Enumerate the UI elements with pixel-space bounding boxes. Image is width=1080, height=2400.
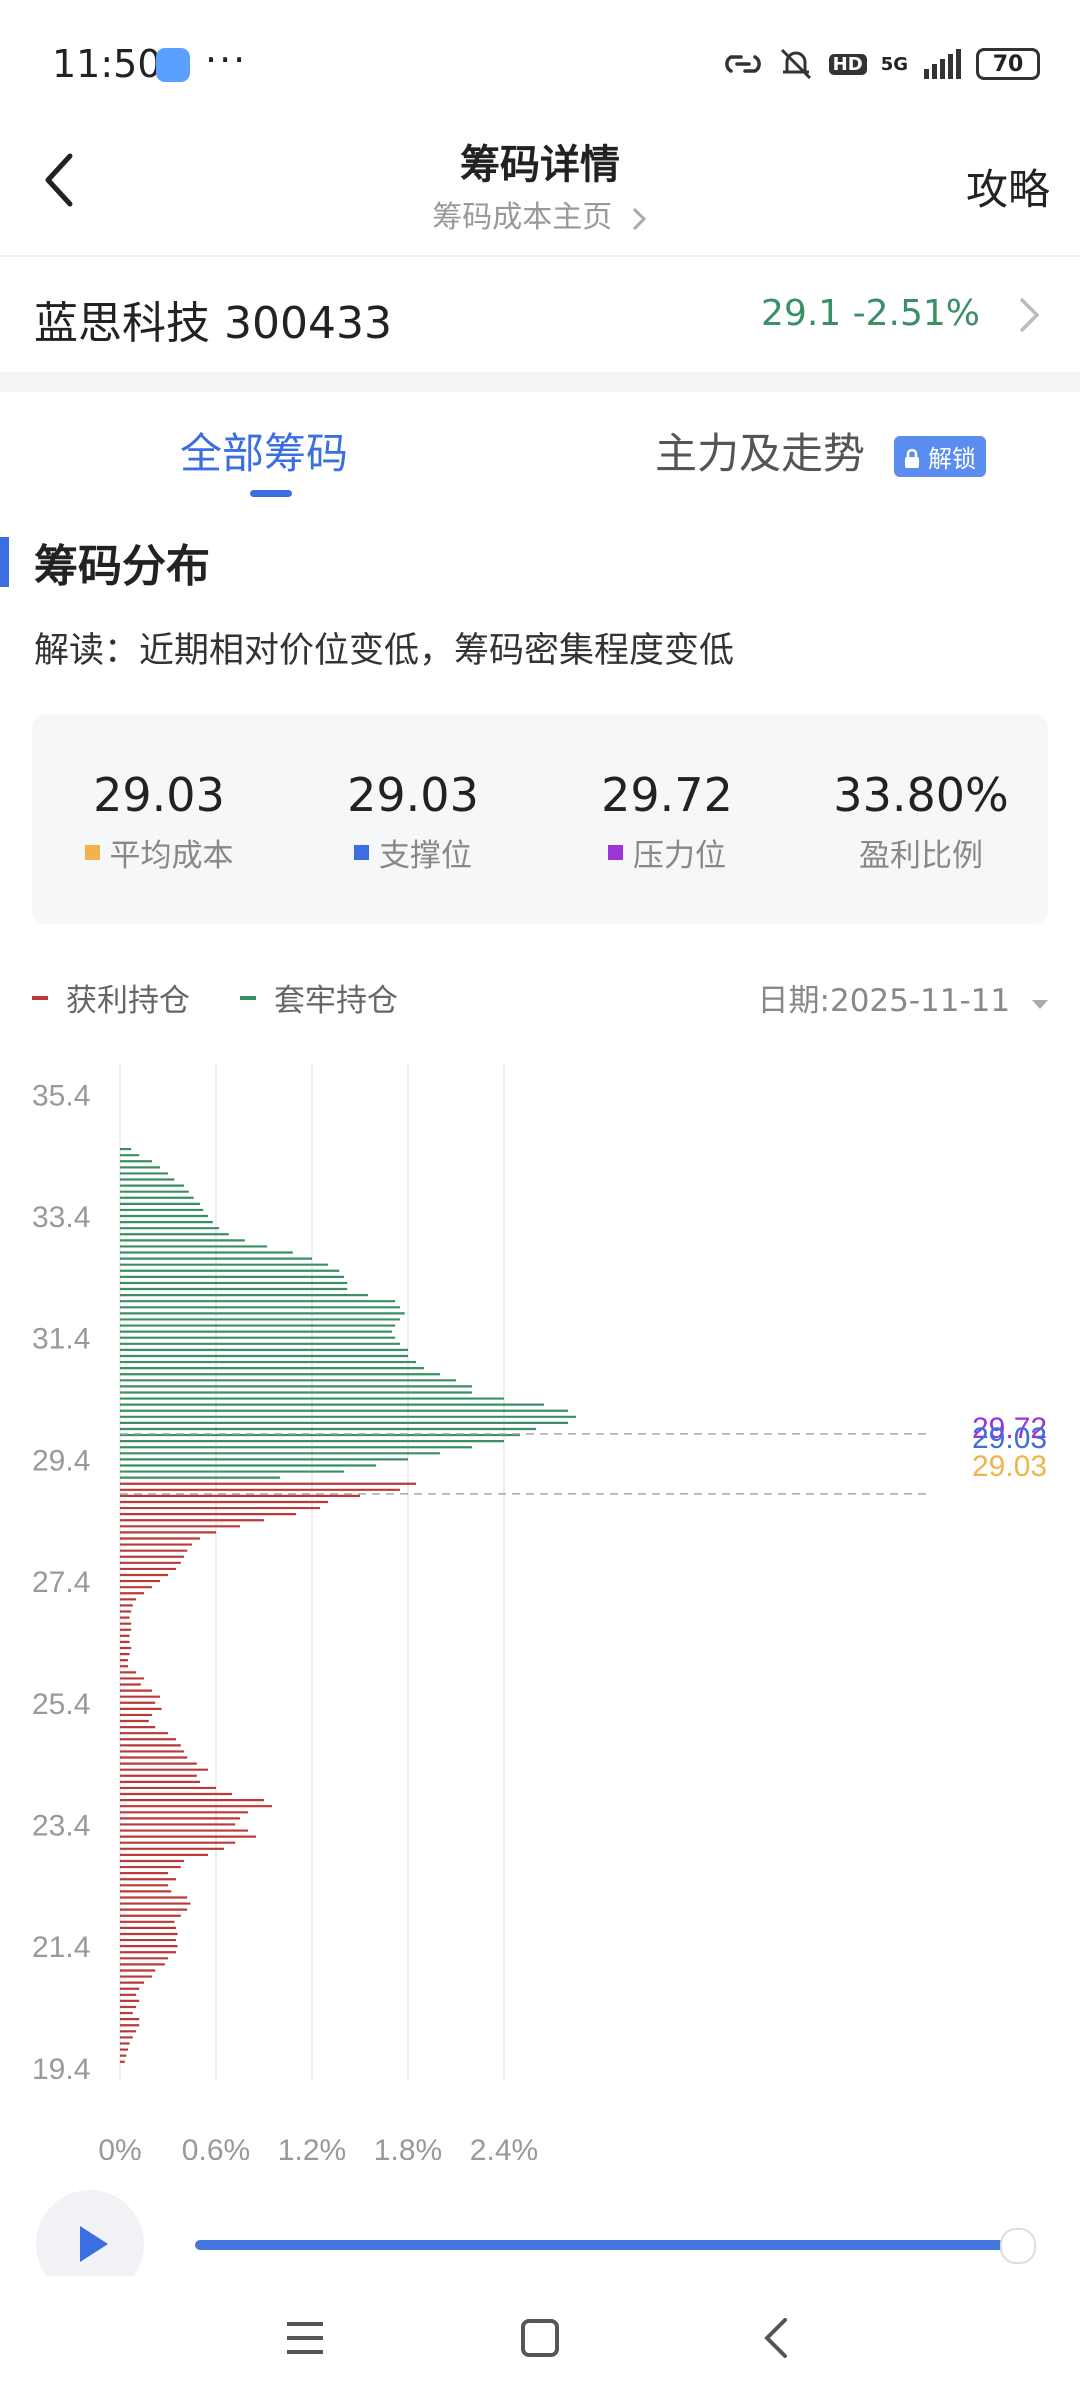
app-notification-icon xyxy=(156,48,190,82)
divider xyxy=(0,372,1080,392)
stat-value: 33.80% xyxy=(833,768,1009,822)
reference-label: 29.72 xyxy=(972,1412,1047,1445)
nav-background xyxy=(0,2276,1080,2400)
profit-legend-label: 获利持仓 xyxy=(66,983,190,1019)
chart-legend: 获利持仓 套牢持仓 xyxy=(32,975,398,1020)
timeline-handle[interactable] xyxy=(1000,2228,1036,2264)
menu-icon[interactable] xyxy=(285,2318,325,2358)
y-tick-label: 35.4 xyxy=(32,1079,90,1112)
tab-label: 全部筹码 xyxy=(180,429,349,478)
average-cost-marker xyxy=(84,845,100,860)
stock-name: 蓝思科技 300433 xyxy=(34,298,392,349)
chip-distribution-chart: 0% 0.6% 1.2% 1.8% 2.4% 35.4 33.4 31.4 29.4 27.4 25… xyxy=(32,1065,1047,2160)
stats-card: 29.03 平均成本 29.03 支撑位 29.72 压力位 33.80% 盈利… xyxy=(32,714,1048,924)
support-marker xyxy=(354,845,369,860)
signal-icon xyxy=(924,49,961,79)
timeline-progress[interactable] xyxy=(195,2240,1017,2250)
date-label: 日期:2025-11-11 xyxy=(757,983,1011,1019)
stat-value: 29.03 xyxy=(347,768,479,822)
battery-icon: 70 xyxy=(976,48,1040,80)
stat-profit-ratio: 33.80% 盈利比例 xyxy=(794,768,1048,875)
home-icon[interactable] xyxy=(520,2318,560,2358)
reference-label: 29.03 xyxy=(972,1450,1047,1483)
page-header: 筹码详情 筹码成本主页 攻略 xyxy=(0,120,1080,257)
play-icon xyxy=(80,2226,108,2262)
stat-label: 盈利比例 xyxy=(859,838,983,874)
stock-row[interactable]: 蓝思科技 300433 29.1 -2.51% xyxy=(0,257,1080,369)
status-time: 11:50 xyxy=(52,42,162,86)
trapped-legend-marker xyxy=(240,995,256,1000)
stat-label: 支撑位 xyxy=(379,838,472,874)
stat-label: 平均成本 xyxy=(109,838,234,874)
chip-cost-home-link[interactable]: 筹码成本主页 xyxy=(0,192,1080,236)
back-button[interactable] xyxy=(40,150,100,230)
x-tick-label: 0.6% xyxy=(182,2134,250,2160)
y-tick-label: 25.4 xyxy=(32,1688,90,1721)
playback-controls xyxy=(0,2190,1080,2298)
x-tick-label: 0% xyxy=(98,2134,141,2160)
caret-down-icon xyxy=(1032,1000,1048,1009)
profit-legend-marker xyxy=(32,995,48,1000)
stat-average-cost: 29.03 平均成本 xyxy=(32,768,286,875)
y-tick-label: 19.4 xyxy=(32,2053,90,2086)
system-nav-bar xyxy=(0,2276,1080,2400)
y-tick-label: 29.4 xyxy=(32,1444,90,1477)
link-icon xyxy=(724,55,761,73)
strategy-button[interactable]: 攻略 xyxy=(965,165,1050,214)
tab-main-force[interactable]: 主力及走势 解锁 xyxy=(655,420,987,481)
unlock-badge[interactable]: 解锁 xyxy=(894,436,987,477)
x-tick-label: 1.2% xyxy=(278,2134,346,2160)
y-tick-label: 27.4 xyxy=(32,1566,90,1599)
chevron-left-icon xyxy=(45,153,73,207)
tabs: 全部筹码 主力及走势 解锁 xyxy=(0,392,1080,512)
date-selector[interactable]: 日期:2025-11-11 xyxy=(758,975,1050,1020)
status-icons: HD 5G 70 xyxy=(723,44,1040,84)
y-tick-label: 31.4 xyxy=(32,1323,90,1356)
tab-indicator xyxy=(250,490,292,497)
x-tick-label: 2.4% xyxy=(470,2134,538,2160)
mute-icon xyxy=(780,48,811,80)
stat-support: 29.03 支撑位 xyxy=(286,768,540,875)
y-tick-label: 33.4 xyxy=(32,1201,90,1234)
more-notifications-icon: ··· xyxy=(205,38,248,82)
y-tick-label: 21.4 xyxy=(32,1931,90,1964)
section-accent-bar xyxy=(0,537,9,587)
tab-label: 主力及走势 xyxy=(655,429,866,478)
signal-label: 5G xyxy=(880,53,908,75)
hd-badge: HD xyxy=(828,53,867,75)
tab-all-chips[interactable]: 全部筹码 xyxy=(180,420,348,481)
y-tick-label: 23.4 xyxy=(32,1809,90,1842)
resistance-marker xyxy=(608,845,623,860)
stock-price-change: 29.1 -2.51% xyxy=(761,293,980,334)
lock-icon xyxy=(905,448,920,468)
unlock-label: 解锁 xyxy=(928,445,977,473)
battery-level: 70 xyxy=(992,51,1024,77)
chevron-right-icon xyxy=(1019,297,1040,333)
x-tick-label: 1.8% xyxy=(374,2134,442,2160)
stat-label: 压力位 xyxy=(633,838,726,874)
trapped-legend-label: 套牢持仓 xyxy=(274,983,398,1019)
reference-label: 29.03 xyxy=(972,1422,1047,1455)
stat-value: 29.03 xyxy=(93,768,225,822)
chevron-right-icon xyxy=(632,207,646,230)
status-bar: 11:50 ··· HD 5G 70 xyxy=(0,0,1080,120)
back-icon[interactable] xyxy=(757,2318,797,2358)
interpretation-text: 解读：近期相对价位变低，筹码密集程度变低 xyxy=(34,631,735,671)
subtitle-label: 筹码成本主页 xyxy=(432,200,613,235)
page-title: 筹码详情 xyxy=(460,142,620,188)
stat-resistance: 29.72 压力位 xyxy=(540,768,794,875)
stat-value: 29.72 xyxy=(601,768,733,822)
section-title: 筹码分布 xyxy=(34,541,210,592)
